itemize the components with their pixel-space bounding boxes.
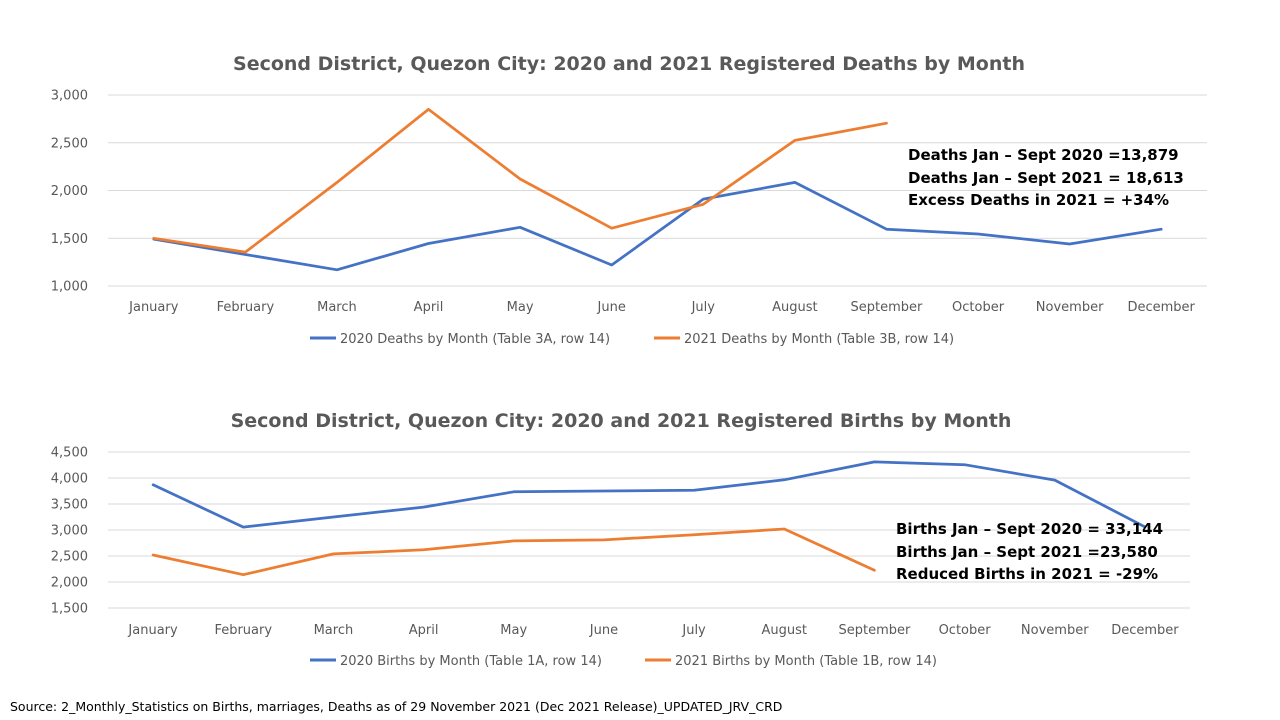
deaths-x-tick-label: April	[414, 300, 444, 315]
births-annotation-line-1: Births Jan – Sept 2020 = 33,144	[896, 520, 1163, 538]
births-x-tick-label: January	[127, 623, 178, 638]
births-x-tick-label: September	[838, 623, 911, 638]
deaths-x-axis: January February March April May June July Augu…	[128, 300, 1195, 315]
births-y-tick-label: 4,500	[51, 446, 88, 461]
births-y-tick-label: 2,500	[51, 550, 88, 565]
births-x-tick-label: July	[681, 623, 706, 638]
deaths-y-tick-label: 1,000	[51, 280, 88, 295]
births-x-axis: January February March April May June July Augu…	[127, 623, 1179, 638]
deaths-legend: 2020 Deaths by Month (Table 3A, row 14) …	[310, 332, 954, 347]
births-x-tick-label: October	[939, 623, 992, 638]
deaths-y-tick-label: 3,000	[51, 89, 88, 104]
births-x-tick-label: November	[1021, 623, 1089, 638]
deaths-x-tick-label: February	[217, 300, 275, 315]
births-x-tick-label: August	[762, 623, 808, 638]
deaths-x-tick-label: March	[317, 300, 357, 315]
legend-2021-deaths-label: 2021 Deaths by Month (Table 3B, row 14)	[684, 332, 954, 347]
deaths-chart-title: Second District, Quezon City: 2020 and 2…	[233, 53, 1025, 75]
legend-2021-births-label: 2021 Births by Month (Table 1B, row 14)	[675, 654, 937, 669]
births-y-tick-label: 3,500	[51, 498, 88, 513]
births-chart: Second District, Quezon City: 2020 and 2…	[51, 410, 1190, 669]
source-note: Source: 2_Monthly_Statistics on Births, …	[10, 699, 782, 714]
births-x-tick-label: December	[1111, 623, 1179, 638]
deaths-annotation: Deaths Jan – Sept 2020 =13,879 Deaths Ja…	[908, 146, 1184, 209]
deaths-x-tick-label: November	[1036, 300, 1104, 315]
deaths-x-tick-label: June	[597, 300, 626, 315]
deaths-y-axis: 1,000 1,500 2,000 2,500 3,000	[51, 89, 88, 295]
births-y-tick-label: 4,000	[51, 472, 88, 487]
births-y-tick-label: 1,500	[51, 602, 88, 617]
deaths-x-tick-label: October	[952, 300, 1005, 315]
deaths-series-line-2020	[152, 181, 1163, 272]
deaths-series-line-2021	[152, 107, 888, 254]
births-y-axis: 1,500 2,000 2,500 3,000 3,500 4,000 4,500	[51, 446, 88, 617]
births-annotation: Births Jan – Sept 2020 = 33,144 Births J…	[896, 520, 1163, 583]
births-series-line-2021	[151, 527, 876, 577]
births-annotation-line-3: Reduced Births in 2021 = -29%	[896, 565, 1158, 583]
deaths-x-tick-label: January	[128, 300, 179, 315]
births-x-tick-label: February	[214, 623, 272, 638]
births-chart-title: Second District, Quezon City: 2020 and 2…	[231, 410, 1012, 432]
births-x-tick-label: March	[314, 623, 354, 638]
births-series-line-2020	[151, 460, 1147, 529]
deaths-annotation-line-3: Excess Deaths in 2021 = +34%	[908, 191, 1169, 209]
deaths-x-tick-label: September	[851, 300, 924, 315]
births-y-tick-label: 2,000	[51, 576, 88, 591]
legend-2020-deaths-label: 2020 Deaths by Month (Table 3A, row 14)	[340, 332, 610, 347]
deaths-chart: Second District, Quezon City: 2020 and 2…	[51, 53, 1207, 347]
births-x-tick-label: May	[500, 623, 527, 638]
births-legend: 2020 Births by Month (Table 1A, row 14) …	[310, 654, 937, 669]
deaths-annotation-line-1: Deaths Jan – Sept 2020 =13,879	[908, 146, 1179, 164]
births-annotation-line-2: Births Jan – Sept 2021 =23,580	[896, 543, 1158, 561]
deaths-x-tick-label: December	[1127, 300, 1195, 315]
deaths-y-tick-label: 2,500	[51, 136, 88, 151]
births-x-tick-label: June	[589, 623, 618, 638]
deaths-series	[152, 107, 1163, 272]
deaths-x-tick-label: August	[772, 300, 818, 315]
deaths-x-tick-label: July	[691, 300, 716, 315]
births-gridlines	[108, 451, 1190, 609]
legend-2020-births-label: 2020 Births by Month (Table 1A, row 14)	[340, 654, 602, 669]
births-y-tick-label: 3,000	[51, 524, 88, 539]
deaths-y-tick-label: 1,500	[51, 232, 88, 247]
deaths-annotation-line-2: Deaths Jan – Sept 2021 = 18,613	[908, 169, 1184, 187]
deaths-x-tick-label: May	[507, 300, 534, 315]
births-x-tick-label: April	[409, 623, 439, 638]
deaths-y-tick-label: 2,000	[51, 184, 88, 199]
births-series	[151, 460, 1147, 577]
